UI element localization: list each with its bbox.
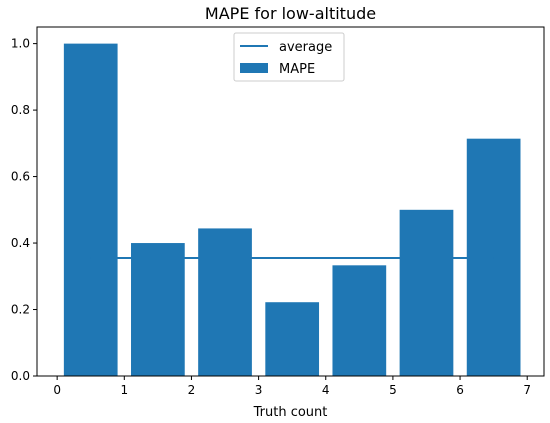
x-axis-label: Truth count: [253, 405, 328, 420]
legend-average-label: average: [279, 40, 332, 55]
mape-bar: [265, 302, 320, 376]
mape-bar: [198, 228, 252, 376]
y-tick-label: 0.4: [11, 236, 30, 250]
x-ticks-layer: 0 1 2 3 4 5 6 7: [53, 376, 531, 397]
y-tick-label: 0.2: [11, 303, 30, 317]
x-tick-label: 5: [389, 383, 397, 397]
x-tick-label: 7: [523, 383, 531, 397]
y-tick-label: 0.8: [11, 103, 30, 117]
legend: average MAPE: [233, 32, 345, 82]
chart-title: MAPE for low-altitude: [205, 4, 376, 23]
mape-bar: [399, 209, 454, 376]
x-tick-label: 2: [188, 383, 196, 397]
x-tick-label: 4: [322, 383, 330, 397]
x-tick-label: 1: [120, 383, 128, 397]
x-tick-label: 0: [53, 383, 61, 397]
y-tick-label: 0.6: [11, 170, 30, 184]
legend-mape-bar-swatch: [240, 63, 268, 73]
mape-bar: [131, 243, 185, 376]
plot-frame: [36, 26, 545, 377]
mape-bar: [332, 265, 387, 376]
legend-mape-label: MAPE: [279, 62, 315, 77]
x-tick-label: 6: [456, 383, 464, 397]
mape-bar: [63, 43, 118, 376]
y-ticks-layer: 0.0 0.2 0.4 0.6 0.8 1.0: [11, 37, 37, 383]
x-tick-label: 3: [255, 383, 263, 397]
bars-layer: [63, 43, 521, 376]
y-tick-label: 1.0: [11, 37, 30, 51]
y-tick-label: 0.0: [11, 369, 30, 383]
